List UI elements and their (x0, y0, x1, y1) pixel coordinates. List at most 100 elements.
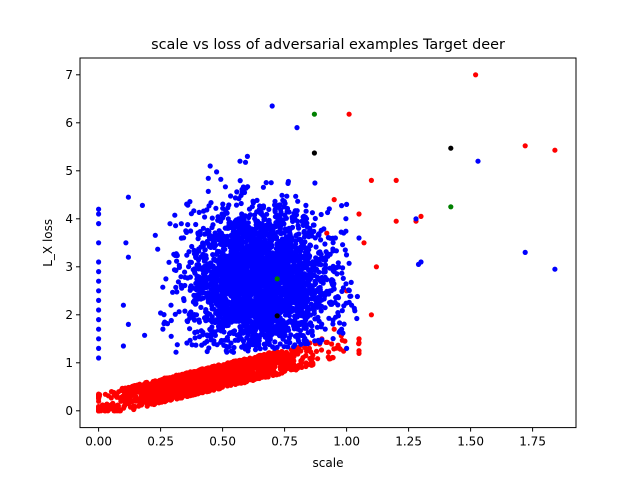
red-point (275, 355, 281, 361)
blue-point (196, 262, 202, 268)
blue-point (303, 256, 309, 262)
blue-point (125, 194, 131, 200)
blue-point (269, 255, 276, 261)
blue-point (96, 206, 102, 212)
blue-point (259, 221, 265, 227)
blue-point (192, 270, 198, 276)
red-point (256, 352, 262, 359)
red-point (185, 387, 191, 393)
blue-point (231, 318, 237, 324)
blue-point (261, 265, 267, 272)
blue-point (292, 324, 298, 330)
red-point (250, 377, 256, 383)
blue-point (96, 288, 102, 294)
blue-point (288, 278, 294, 284)
red-point (96, 408, 102, 414)
blue-point (341, 303, 347, 309)
blue-point (297, 293, 303, 299)
blue-point (296, 277, 302, 283)
blue-point (161, 312, 167, 318)
red-point (204, 375, 210, 381)
blue-point (243, 185, 249, 191)
red-point (290, 353, 296, 359)
red-point (258, 363, 264, 369)
blue-point (255, 246, 261, 252)
blue-point (252, 307, 258, 313)
blue-point (233, 202, 240, 208)
blue-point (281, 230, 287, 236)
blue-point (294, 257, 300, 263)
blue-point (252, 237, 258, 244)
red-point (269, 366, 275, 372)
blue-point (201, 208, 207, 214)
red-point (182, 377, 188, 383)
blue-point (286, 250, 292, 256)
blue-point (322, 326, 328, 332)
blue-point (292, 216, 298, 222)
blue-point (256, 307, 262, 313)
blue-point (282, 284, 288, 290)
blue-point (209, 306, 215, 312)
blue-point (304, 224, 310, 230)
red-point (273, 349, 279, 356)
blue-point (242, 305, 248, 311)
blue-point (238, 279, 244, 285)
red-point (342, 338, 348, 344)
blue-point (277, 320, 283, 326)
blue-point (223, 241, 229, 247)
blue-point (297, 332, 303, 338)
blue-point (280, 217, 286, 223)
blue-point (293, 212, 300, 218)
blue-point (212, 291, 218, 297)
blue-point (192, 329, 198, 336)
blue-point (356, 235, 362, 241)
red-point (115, 403, 121, 409)
blue-point (272, 198, 278, 204)
blue-point (220, 318, 226, 324)
blue-point (283, 295, 289, 301)
red-point (179, 394, 185, 400)
red-point (298, 362, 304, 368)
blue-point (315, 314, 321, 320)
blue-point (196, 319, 202, 325)
blue-point (232, 337, 238, 343)
blue-point (303, 317, 309, 323)
red-point (473, 72, 479, 78)
blue-point (196, 209, 202, 215)
red-point (213, 370, 219, 376)
red-point (184, 372, 190, 378)
blue-point (269, 268, 276, 274)
blue-point (182, 274, 188, 280)
blue-point (125, 321, 131, 327)
blue-point (212, 329, 218, 335)
red-point (190, 370, 196, 376)
blue-point (269, 331, 275, 337)
x-tick-label: 1.50 (457, 435, 484, 449)
red-point (190, 374, 196, 380)
blue-point (280, 302, 286, 309)
blue-point (260, 184, 266, 190)
blue-point (265, 243, 271, 250)
red-point (315, 356, 321, 362)
blue-point (204, 293, 210, 299)
blue-point (235, 236, 241, 242)
blue-point (215, 302, 221, 308)
blue-point (198, 254, 204, 260)
blue-point (295, 309, 301, 315)
blue-point (96, 317, 102, 323)
blue-point (172, 212, 178, 218)
blue-point (256, 300, 262, 306)
blue-point (303, 208, 309, 214)
blue-point (250, 254, 256, 260)
blue-point (204, 332, 210, 338)
red-point (195, 368, 201, 374)
blue-point (243, 291, 249, 297)
blue-point (125, 254, 131, 260)
blue-point (295, 262, 301, 268)
blue-point (202, 231, 208, 237)
red-point (220, 382, 226, 388)
blue-point (219, 337, 225, 344)
red-point (149, 401, 155, 407)
red-point (161, 397, 167, 403)
blue-point (196, 291, 202, 297)
